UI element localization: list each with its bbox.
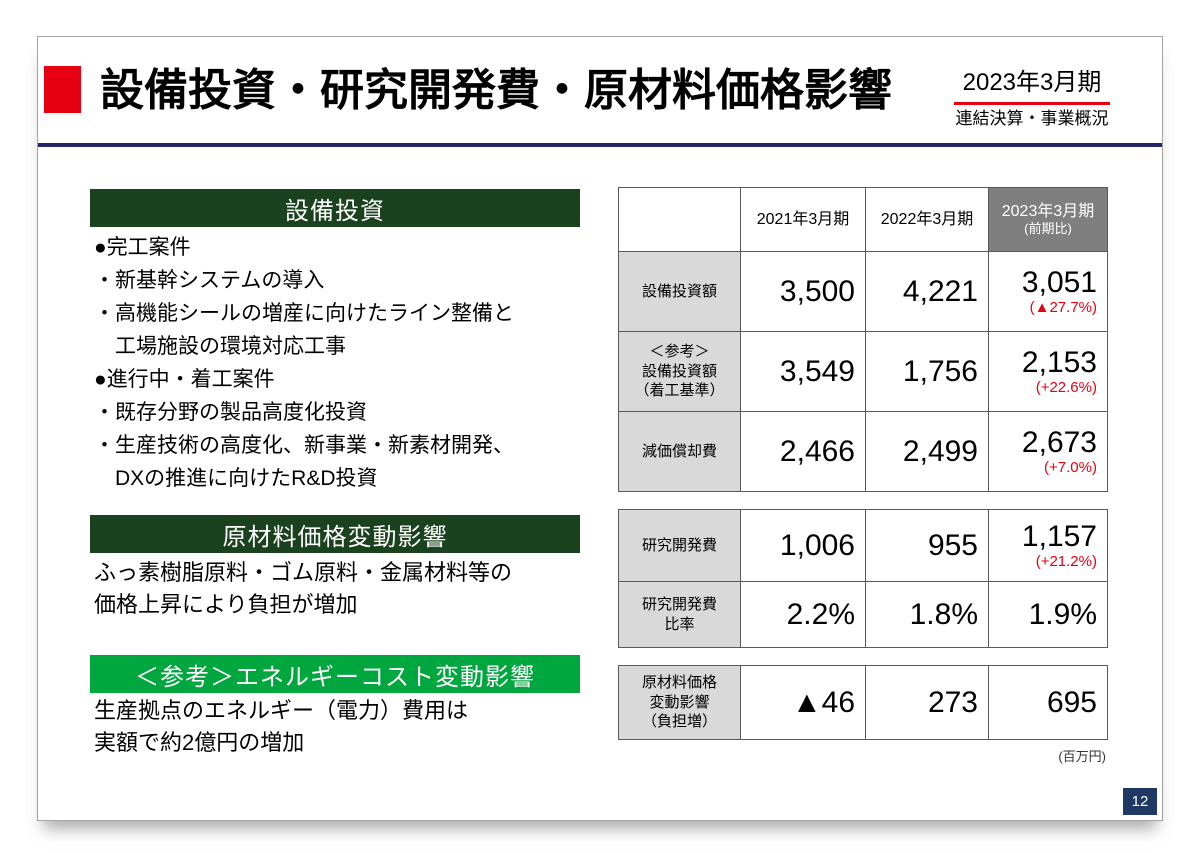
column-header-2023-main: 2023年3月期: [1001, 203, 1095, 221]
value-cell: ▲46: [740, 665, 865, 739]
row-label: 研究開発費 比率: [618, 581, 740, 647]
row-label: 減価償却費: [618, 411, 740, 491]
capex-box-title: 設備投資: [90, 189, 580, 227]
fiscal-period: 2023年3月期: [954, 69, 1110, 105]
column-header-2023: 2023年3月期 (前期比): [988, 187, 1107, 251]
capex-line: ●進行中・着工案件: [94, 368, 275, 391]
table-group-material: 原材料価格 変動影響 （負担増） ▲46 273 695: [618, 665, 1108, 740]
energy-line: 実額で約2億円の増加: [94, 730, 305, 755]
table-row: 原材料価格 変動影響 （負担増） ▲46 273 695: [618, 665, 1107, 739]
material-line: ふっ素樹脂原料・ゴム原料・金属材料等の: [94, 560, 513, 585]
header-period-block: 2023年3月期 連結決算・事業概況: [954, 69, 1110, 130]
value-main: 2,673: [1021, 426, 1097, 460]
table-row: ＜参考＞ 設備投資額 （着工基準） 3,549 1,756 2,153 (+22…: [618, 331, 1107, 411]
title-accent-square: [44, 66, 81, 113]
table-row: 研究開発費 1,006 955 1,157 (+21.2%): [618, 509, 1107, 581]
table-gap: [618, 648, 1108, 665]
page-title: 設備投資・研究開発費・原材料価格影響: [100, 66, 892, 115]
table-row: 減価償却費 2,466 2,499 2,673 (+7.0%): [618, 411, 1107, 491]
value-cell: 273: [865, 665, 988, 739]
value-delta: (▲27.7%): [1029, 299, 1097, 317]
material-box-title: 原材料価格変動影響: [90, 515, 580, 553]
value-cell: 3,500: [740, 251, 865, 331]
value-cell: 1,006: [740, 509, 865, 581]
page-number: 12: [1123, 788, 1157, 815]
column-header-2021: 2021年3月期: [740, 187, 865, 251]
column-header-2022: 2022年3月期: [865, 187, 988, 251]
table-gap: [618, 492, 1108, 509]
value-main: 2,153: [1021, 346, 1097, 380]
value-cell-with-delta: 2,673 (+7.0%): [988, 411, 1107, 491]
value-delta: (+21.2%): [1035, 553, 1097, 571]
material-box-body: ふっ素樹脂原料・ゴム原料・金属材料等の 価格上昇により負担が増加: [94, 557, 580, 621]
value-delta: (+22.6%): [1035, 379, 1097, 397]
unit-note: (百万円): [1058, 749, 1106, 764]
value-cell: 955: [865, 509, 988, 581]
value-cell-with-delta: 2,153 (+22.6%): [988, 331, 1107, 411]
capex-box-body: ●完工案件 ・新基幹システムの導入 ・高機能シールの増産に向けたライン整備と 工…: [94, 231, 580, 495]
table-group-rnd: 研究開発費 1,006 955 1,157 (+21.2%) 研究開発費 比率 …: [618, 509, 1108, 648]
column-header-2023-sub: (前期比): [1024, 221, 1072, 237]
table-row: 設備投資額 3,500 4,221 3,051 (▲27.7%): [618, 251, 1107, 331]
row-label: 原材料価格 変動影響 （負担増）: [618, 665, 740, 739]
value-cell: 4,221: [865, 251, 988, 331]
row-label: 研究開発費: [618, 509, 740, 581]
capex-line: DXの推進に向けたR&D投資: [94, 467, 378, 490]
table-header-row: 2021年3月期 2022年3月期 2023年3月期 (前期比): [618, 187, 1107, 251]
value-cell: 1.8%: [865, 581, 988, 647]
header-divider: [38, 143, 1162, 147]
energy-box-title: ＜参考＞エネルギーコスト変動影響: [90, 655, 580, 693]
capex-line: ・既存分野の製品高度化投資: [94, 401, 367, 424]
capex-line: ・新基幹システムの導入: [94, 269, 325, 292]
material-line: 価格上昇により負担が増加: [94, 592, 358, 617]
table-group-capex: 2021年3月期 2022年3月期 2023年3月期 (前期比) 設備投資額 3…: [618, 187, 1108, 492]
value-delta: (+7.0%): [1044, 459, 1097, 477]
capex-line: ●完工案件: [94, 236, 191, 259]
value-main: 1,157: [1021, 520, 1097, 554]
value-cell: 1,756: [865, 331, 988, 411]
row-label: ＜参考＞ 設備投資額 （着工基準）: [618, 331, 740, 411]
table-corner-cell: [618, 187, 740, 251]
value-cell: 2.2%: [740, 581, 865, 647]
table-row: 研究開発費 比率 2.2% 1.8% 1.9%: [618, 581, 1107, 647]
value-main: 3,051: [1021, 266, 1097, 300]
value-cell: 3,549: [740, 331, 865, 411]
energy-box-body: 生産拠点のエネルギー（電力）費用は 実額で約2億円の増加: [94, 695, 580, 759]
capex-line: ・高機能シールの増産に向けたライン整備と: [94, 302, 514, 325]
financial-table: 2021年3月期 2022年3月期 2023年3月期 (前期比) 設備投資額 3…: [618, 187, 1108, 765]
header-subtitle: 連結決算・事業概況: [955, 109, 1109, 128]
capex-line: 工場施設の環境対応工事: [94, 335, 346, 358]
capex-line: ・生産技術の高度化、新事業・新素材開発、: [94, 434, 514, 457]
value-cell: 2,499: [865, 411, 988, 491]
value-cell-with-delta: 1,157 (+21.2%): [988, 509, 1107, 581]
value-cell: 2,466: [740, 411, 865, 491]
slide: 設備投資・研究開発費・原材料価格影響 2023年3月期 連結決算・事業概況 設備…: [37, 36, 1163, 821]
row-label: 設備投資額: [618, 251, 740, 331]
value-cell-with-delta: 3,051 (▲27.7%): [988, 251, 1107, 331]
energy-line: 生産拠点のエネルギー（電力）費用は: [94, 698, 469, 723]
value-cell: 695: [988, 665, 1107, 739]
value-cell: 1.9%: [988, 581, 1107, 647]
